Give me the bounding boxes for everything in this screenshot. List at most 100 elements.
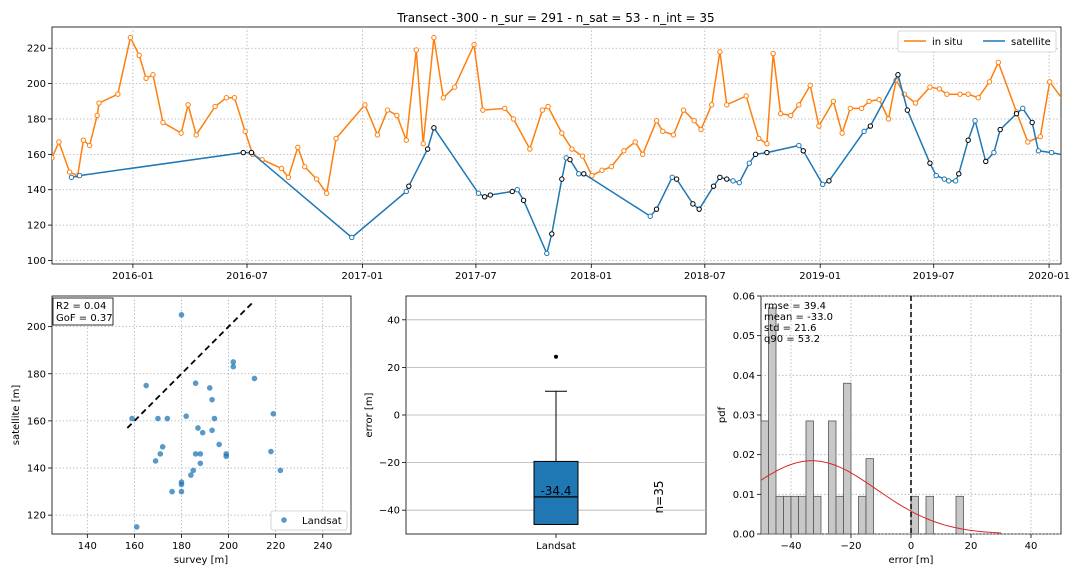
histogram-grid (761, 295, 1061, 535)
histogram-mean-label: mean = -33.0 (764, 312, 833, 323)
time-series-x-ticks: 2016-01 2016-07 2017-01 2017-07 2018-01 2018-… (112, 264, 1070, 282)
scatter-point (157, 451, 164, 457)
in-situ-point (212, 103, 218, 110)
scatter-point (270, 411, 277, 417)
in-situ-point (223, 95, 230, 101)
satellite-point (403, 188, 410, 195)
x-tick-label: 2020-01 (1028, 271, 1070, 282)
in-situ-point (539, 107, 546, 113)
satellite-point (549, 231, 555, 237)
y-tick-label: 40 (387, 315, 400, 326)
y-tick-label: 140 (27, 464, 46, 475)
normal-fit-curve (760, 460, 1002, 534)
time-series-legend: in situ satellite (897, 30, 1057, 53)
boxplot-y-label: error [m] (364, 392, 375, 437)
scatter-point (195, 425, 201, 431)
scatter-point (216, 441, 222, 448)
in-situ-point (743, 93, 749, 99)
time-series-grid (52, 27, 1061, 264)
in-situ-point (56, 139, 62, 145)
scatter-point (211, 415, 218, 422)
satellite-point (800, 148, 806, 154)
in-situ-point (640, 151, 646, 158)
scatter-point (192, 380, 199, 386)
in-situ-point (995, 59, 1001, 66)
y-tick-label: 0.06 (733, 292, 755, 303)
in-situ-point (440, 95, 447, 101)
histogram-bar (925, 495, 934, 535)
scatter-point (209, 427, 215, 434)
satellite-point (487, 192, 494, 198)
histogram-std-label: std = 21.6 (764, 323, 816, 334)
in-situ-point (839, 130, 845, 136)
scatter-point (178, 479, 185, 485)
in-situ-point (178, 130, 184, 136)
y-tick-label: 160 (27, 416, 46, 427)
in-situ-point (86, 142, 93, 149)
y-tick-label: 180 (27, 114, 46, 125)
satellite-point (724, 176, 730, 182)
in-situ-point (451, 84, 458, 90)
satellite-point (867, 123, 874, 129)
scatter-ticks: 140 160 180 200 220 240 120 140 160 180 200 (27, 322, 332, 552)
x-tick-label: 220 (266, 541, 285, 552)
scatter-point (169, 488, 175, 495)
satellite-point (567, 156, 573, 163)
histogram-y-label: pdf (717, 406, 728, 423)
in-situ-point (278, 165, 285, 172)
in-situ-point (1047, 79, 1053, 85)
scatter-point (230, 359, 237, 365)
in-situ-point (295, 144, 301, 150)
satellite-point (861, 128, 867, 135)
in-situ-point (160, 119, 166, 126)
scatter-point (183, 413, 189, 419)
in-situ-point (413, 47, 420, 53)
histogram-bar (858, 495, 867, 535)
in-situ-point (80, 137, 87, 143)
time-series-y-ticks: 100 120 140 160 180 200 220 (27, 44, 52, 267)
scatter-point (129, 415, 135, 422)
in-situ-point (927, 84, 933, 90)
y-tick-label: 0 (394, 411, 400, 422)
y-tick-label: 0.05 (733, 331, 755, 342)
in-situ-point (471, 41, 477, 48)
satellite-point (717, 174, 723, 181)
y-tick-label: 0.02 (733, 450, 755, 461)
histogram-bar (798, 495, 807, 535)
satellite-point (904, 107, 911, 113)
histogram-bar (768, 307, 777, 535)
satellite-point (710, 183, 717, 189)
in-situ-point (944, 91, 950, 97)
x-tick-label: −40 (780, 541, 801, 552)
in-situ-point (362, 102, 368, 108)
satellite-point (941, 176, 948, 182)
in-situ-point (302, 164, 308, 170)
y-tick-label: −40 (379, 506, 400, 517)
scatter-r2-label: R2 = 0.04 (56, 301, 106, 312)
scatter-point (190, 467, 197, 474)
satellite-point (544, 250, 550, 257)
in-situ-point (608, 164, 615, 170)
y-tick-label: 220 (27, 44, 46, 55)
in-situ-point (94, 112, 100, 119)
scatter-point (268, 448, 274, 455)
in-situ-point (653, 118, 660, 124)
scatter-marks (126, 302, 284, 530)
satellite-point (927, 160, 933, 166)
in-situ-point (502, 105, 508, 112)
histogram-ticks: −40 −20 0 20 40 0.00 0.01 0.02 0.03 0.04 0.05 0.06 (733, 292, 1038, 553)
in-situ-point (431, 34, 437, 41)
in-situ-point (403, 137, 410, 143)
y-tick-label: 200 (27, 79, 46, 90)
satellite-point (248, 149, 255, 156)
time-series-lines (52, 34, 1061, 257)
scatter-point (277, 467, 284, 474)
scatter-point (143, 382, 149, 389)
scatter-point (178, 488, 185, 495)
x-tick-label: 2019-01 (799, 271, 841, 282)
boxplot-panel: -34.4 n=35 −40 −20 0 20 40 Landsat error [m] (364, 295, 707, 552)
y-tick-label: −20 (379, 458, 400, 469)
satellite-point (956, 171, 962, 177)
in-situ-point (816, 123, 822, 129)
